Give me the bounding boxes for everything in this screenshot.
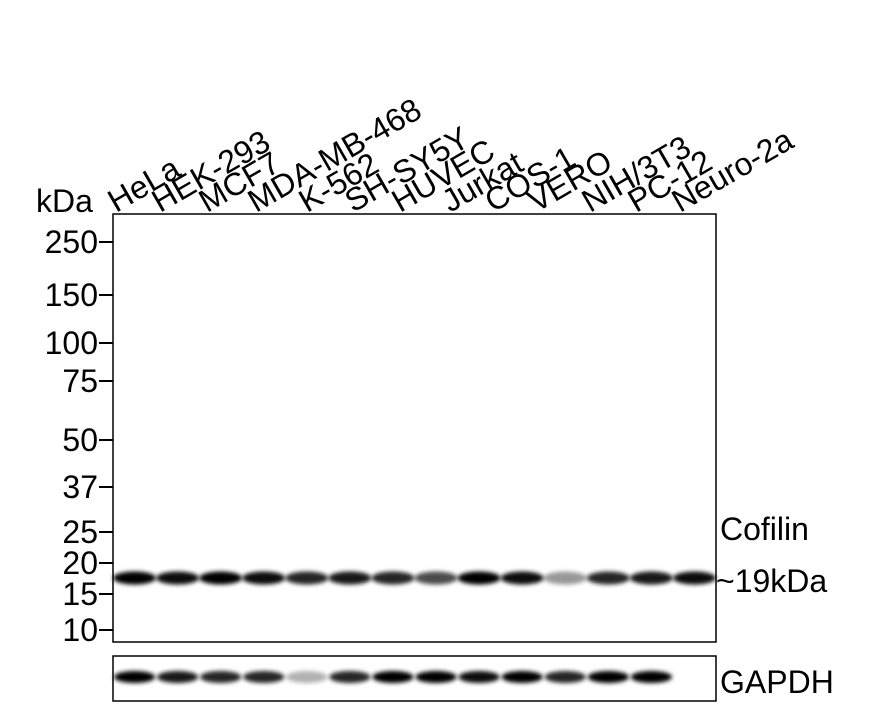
gapdh-band bbox=[286, 671, 328, 683]
gapdh-band bbox=[630, 671, 673, 683]
marker-label: 100 bbox=[45, 325, 98, 361]
gapdh-band bbox=[200, 671, 242, 683]
target-label: Cofilin bbox=[720, 511, 809, 547]
gapdh-band bbox=[113, 671, 156, 683]
kda-label: kDa bbox=[36, 183, 93, 219]
cofilin-band bbox=[586, 571, 630, 585]
cofilin-band bbox=[500, 571, 544, 585]
gapdh-band bbox=[372, 671, 414, 683]
cofilin-band bbox=[156, 571, 200, 585]
marker-label: 250 bbox=[45, 224, 98, 260]
marker-label: 10 bbox=[62, 612, 98, 648]
marker-label: 25 bbox=[62, 514, 98, 550]
bands bbox=[113, 571, 716, 683]
cofilin-band bbox=[285, 571, 329, 585]
main-blot-frame bbox=[112, 213, 717, 643]
cofilin-band bbox=[457, 571, 501, 585]
gapdh-band bbox=[329, 671, 371, 683]
gapdh-band bbox=[415, 671, 457, 683]
gapdh-band bbox=[156, 671, 199, 683]
gapdh-band bbox=[243, 671, 285, 683]
cofilin-band bbox=[328, 571, 372, 585]
cofilin-band bbox=[629, 571, 673, 585]
gapdh-band bbox=[544, 671, 586, 683]
marker-label: 50 bbox=[62, 422, 98, 458]
loading-control-label: GAPDH bbox=[720, 664, 834, 700]
size-label: ~19kDa bbox=[716, 563, 827, 599]
cofilin-band bbox=[113, 571, 157, 585]
cofilin-band bbox=[672, 571, 716, 585]
cofilin-band bbox=[414, 571, 458, 585]
cofilin-band bbox=[543, 571, 587, 585]
gapdh-band bbox=[458, 671, 500, 683]
marker-label: 150 bbox=[45, 277, 98, 313]
gapdh-band bbox=[587, 671, 629, 683]
cofilin-band bbox=[371, 571, 415, 585]
marker-label: 20 bbox=[62, 545, 98, 581]
marker-label: 15 bbox=[62, 576, 98, 612]
gapdh-band bbox=[501, 671, 543, 683]
marker-label: 75 bbox=[62, 363, 98, 399]
cofilin-band bbox=[199, 571, 243, 585]
cofilin-band bbox=[242, 571, 286, 585]
marker-label: 37 bbox=[62, 469, 98, 505]
